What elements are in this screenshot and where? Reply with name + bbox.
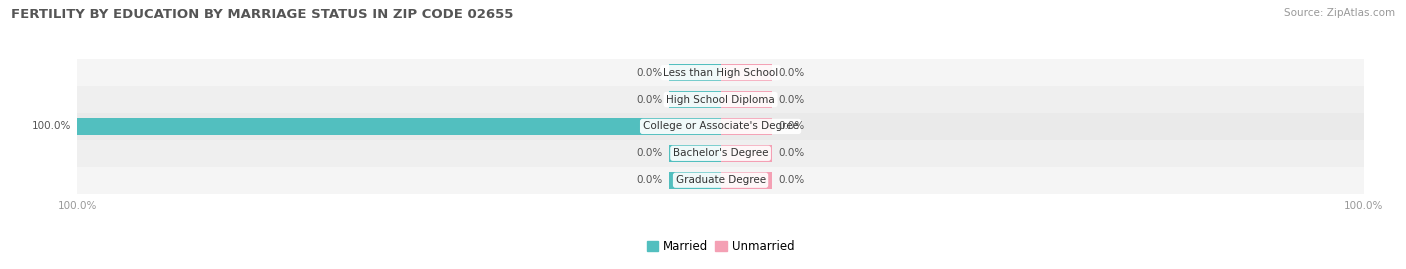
Text: 0.0%: 0.0% (637, 175, 662, 185)
Text: 0.0%: 0.0% (637, 148, 662, 158)
Text: 100.0%: 100.0% (31, 121, 70, 132)
Bar (77, 59, 1364, 86)
Bar (77, 140, 1364, 167)
Text: Source: ZipAtlas.com: Source: ZipAtlas.com (1284, 8, 1395, 18)
Legend: Married, Unmarried: Married, Unmarried (643, 235, 799, 258)
Text: 0.0%: 0.0% (779, 121, 804, 132)
Bar (721, 145, 772, 162)
Text: Graduate Degree: Graduate Degree (675, 175, 766, 185)
Text: Less than High School: Less than High School (664, 68, 778, 78)
Text: 0.0%: 0.0% (779, 94, 804, 105)
Text: 0.0%: 0.0% (779, 68, 804, 78)
Bar (669, 172, 721, 189)
Bar (721, 172, 772, 189)
Text: High School Diploma: High School Diploma (666, 94, 775, 105)
Bar (721, 64, 772, 81)
Bar (77, 113, 1364, 140)
Bar (77, 86, 1364, 113)
Bar (669, 91, 721, 108)
Text: 0.0%: 0.0% (637, 68, 662, 78)
Bar (721, 91, 772, 108)
Text: 0.0%: 0.0% (779, 175, 804, 185)
Bar (721, 118, 772, 135)
Bar (669, 64, 721, 81)
Bar (77, 118, 721, 135)
Text: FERTILITY BY EDUCATION BY MARRIAGE STATUS IN ZIP CODE 02655: FERTILITY BY EDUCATION BY MARRIAGE STATU… (11, 8, 513, 21)
Text: 0.0%: 0.0% (637, 94, 662, 105)
Text: Bachelor's Degree: Bachelor's Degree (673, 148, 768, 158)
Text: 0.0%: 0.0% (779, 148, 804, 158)
Bar (77, 167, 1364, 194)
Bar (669, 145, 721, 162)
Text: College or Associate's Degree: College or Associate's Degree (643, 121, 799, 132)
